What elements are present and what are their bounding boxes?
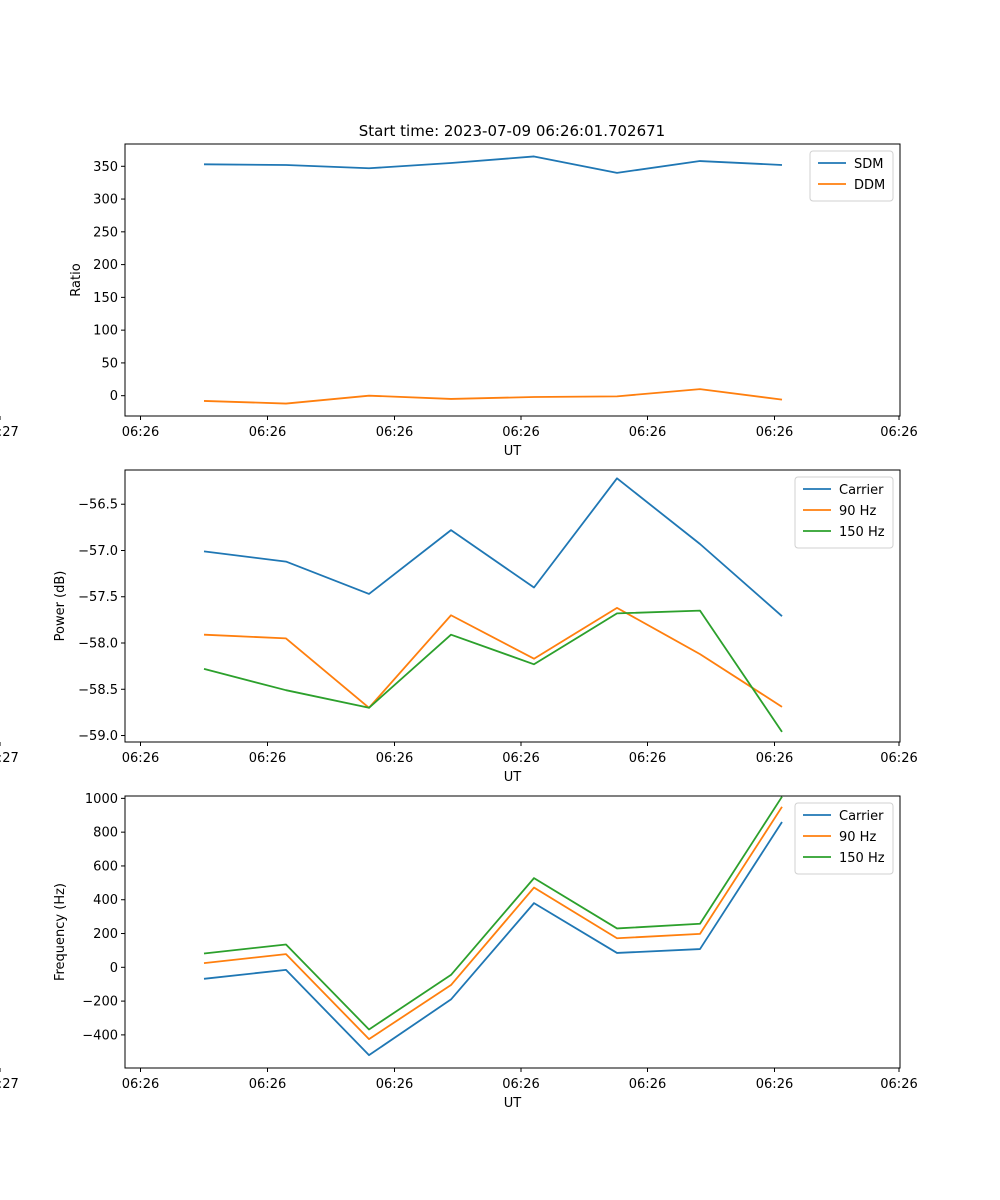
panel-3-x-axis-label: UT (504, 1096, 522, 1111)
panel-1-x-tick-label: 06:26 (502, 425, 539, 440)
panel-3-x-tick-label: 06:26 (122, 1077, 159, 1092)
panel-1-y-tick-label: 300 (93, 193, 118, 208)
panel-3-y-tick-label: −200 (82, 995, 118, 1010)
panel-3-y-tick-label: 200 (93, 927, 118, 942)
panel-2-x-tick-label: 06:26 (629, 751, 666, 766)
panel-3-x-tick-label: 06:26 (502, 1077, 539, 1092)
panel-3-y-tick-label: 400 (93, 893, 118, 908)
panel-3-legend-label: 90 Hz (839, 830, 876, 845)
panel-3-x-tick-label: 06:26 (629, 1077, 666, 1092)
panel-2-legend-label: 90 Hz (839, 504, 876, 519)
panel-1-legend-label: DDM (854, 178, 885, 193)
panel-2-y-tick-label: −56.5 (78, 498, 118, 513)
panel-2-x-axis-label: UT (504, 770, 522, 785)
panel-2-x-tick-label: 06:26 (376, 751, 413, 766)
panel-3-y-axis-label: Frequency (Hz) (53, 883, 68, 981)
panel-1-y-tick-label: 200 (93, 258, 118, 273)
panel-2-x-tick-label: 06:26 (249, 751, 286, 766)
panel-2-series-line-90-hz (203, 606, 783, 709)
panel-1-x-tick-label: 06:27 (0, 425, 19, 440)
panel-3-x-tick-label: 06:26 (249, 1077, 286, 1092)
panel-3-x-tick-label: 06:26 (880, 1077, 917, 1092)
panel-1-y-tick-label: 100 (93, 324, 118, 339)
panel-1-x-tick-label: 06:26 (756, 425, 793, 440)
panel-2-x-tick-label: 06:26 (502, 751, 539, 766)
panel-2-y-tick-label: −57.5 (78, 590, 118, 605)
panel-3-series-line-carrier (203, 821, 783, 1057)
panel-2-legend-label: 150 Hz (839, 525, 885, 540)
panel-3-y-tick-label: 600 (93, 859, 118, 874)
panel-1-y-axis-label: Ratio (69, 263, 84, 296)
chart-title: Start time: 2023-07-09 06:26:01.702671 (359, 122, 665, 140)
panel-3-legend-label: Carrier (839, 809, 884, 824)
panel-1-x-tick-label: 06:26 (629, 425, 666, 440)
panel-1-y-tick-label: 50 (101, 356, 118, 371)
panel-1-y-tick-label: 150 (93, 291, 118, 306)
panel-2-x-tick-label: 06:26 (122, 751, 159, 766)
panel-3-series-line-90-hz (203, 806, 783, 1041)
panel-1-x-tick-label: 06:26 (249, 425, 286, 440)
panel-2-y-tick-label: −58.5 (78, 683, 118, 698)
panel-1-legend-label: SDM (854, 157, 883, 172)
panel-2-y-axis-label: Power (dB) (53, 571, 68, 642)
panel-3-y-tick-label: 800 (93, 826, 118, 841)
panel-1-x-axis-label: UT (504, 444, 522, 459)
panel-3-legend-label: 150 Hz (839, 851, 885, 866)
panel-2-y-tick-label: −58.0 (78, 637, 118, 652)
panel-2-series-line-carrier (203, 477, 783, 617)
panel-3-plot-frame (124, 795, 901, 1069)
panel-3-y-tick-label: 1000 (85, 792, 118, 807)
panel-2-plot-frame (124, 469, 901, 743)
panel-3-y-tick-label: 0 (110, 961, 118, 976)
panel-1-y-tick-label: 250 (93, 225, 118, 240)
panel-3-series-line-150-hz (203, 796, 783, 1031)
panel-2-x-tick-label: 06:26 (880, 751, 917, 766)
panel-1-x-tick-label: 06:26 (880, 425, 917, 440)
panel-1-series-line-sdm (203, 155, 783, 174)
panel-2-legend-label: Carrier (839, 483, 884, 498)
panel-2-series-line-150-hz (203, 609, 783, 733)
panel-1-plot-frame (124, 143, 901, 417)
panel-3-x-tick-label: 06:26 (376, 1077, 413, 1092)
panel-2-x-tick-label: 06:27 (0, 751, 19, 766)
panel-1-y-tick-label: 0 (110, 389, 118, 404)
panel-1-x-tick-label: 06:26 (122, 425, 159, 440)
panel-3-y-tick-label: −400 (82, 1028, 118, 1043)
panel-3-x-tick-label: 06:27 (0, 1077, 19, 1092)
panel-2-y-tick-label: −59.0 (78, 729, 118, 744)
panel-2-y-tick-label: −57.0 (78, 544, 118, 559)
panel-1-series-line-ddm (203, 388, 783, 405)
panel-1-y-tick-label: 350 (93, 160, 118, 175)
panel-3-x-tick-label: 06:26 (756, 1077, 793, 1092)
panel-2-x-tick-label: 06:26 (756, 751, 793, 766)
panel-1-x-tick-label: 06:26 (376, 425, 413, 440)
